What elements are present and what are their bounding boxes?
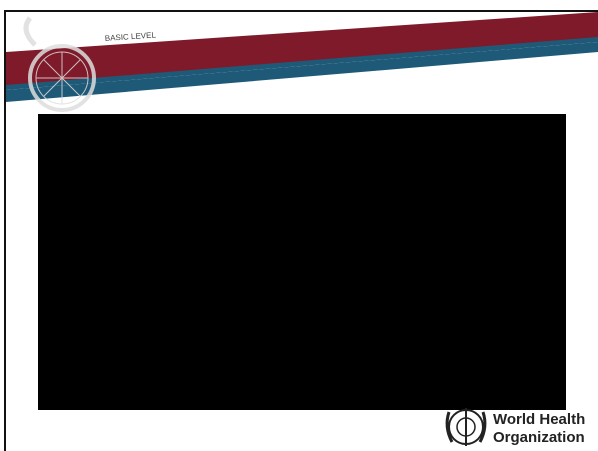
video-area [38,114,566,410]
level-label: BASIC LEVEL [105,30,157,43]
teal-band-lower [6,42,598,102]
logo-line2: Organization [493,429,585,446]
red-band [6,12,598,85]
wheel-icon [23,16,96,112]
logo-line1: World Health [493,411,585,428]
who-emblem [445,408,487,446]
